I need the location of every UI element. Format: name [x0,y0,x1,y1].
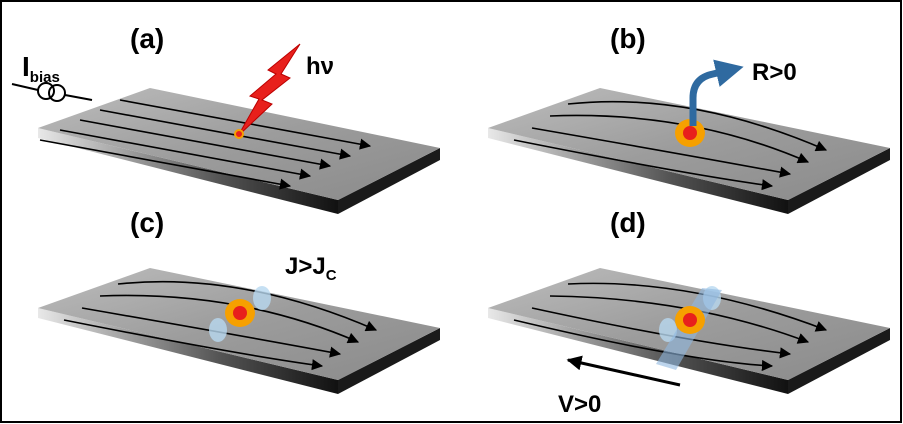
depleted-region [253,286,271,310]
panel [488,88,890,214]
slabs [38,88,890,394]
photon-label: hν [306,53,334,80]
panel-label: (a) [130,23,164,54]
panel [488,268,890,394]
voltage-label: V>0 [558,391,601,418]
bias-label: Ibias [22,51,60,86]
panel [38,268,440,394]
figure: Ibias hν R>0 J>JC V>0 (a) (b) (c) (d) [0,0,903,424]
hotspot [683,313,697,327]
panel-label: (c) [130,207,164,238]
panel-label: (b) [610,23,646,54]
hotspot [233,306,247,320]
panel [38,88,440,214]
hotspot [683,126,697,140]
panel-label: (d) [610,207,646,238]
hotspot [235,130,243,138]
resistance-label: R>0 [752,59,797,86]
depleted-region [209,318,227,342]
current-density-label: J>JC [285,253,337,284]
